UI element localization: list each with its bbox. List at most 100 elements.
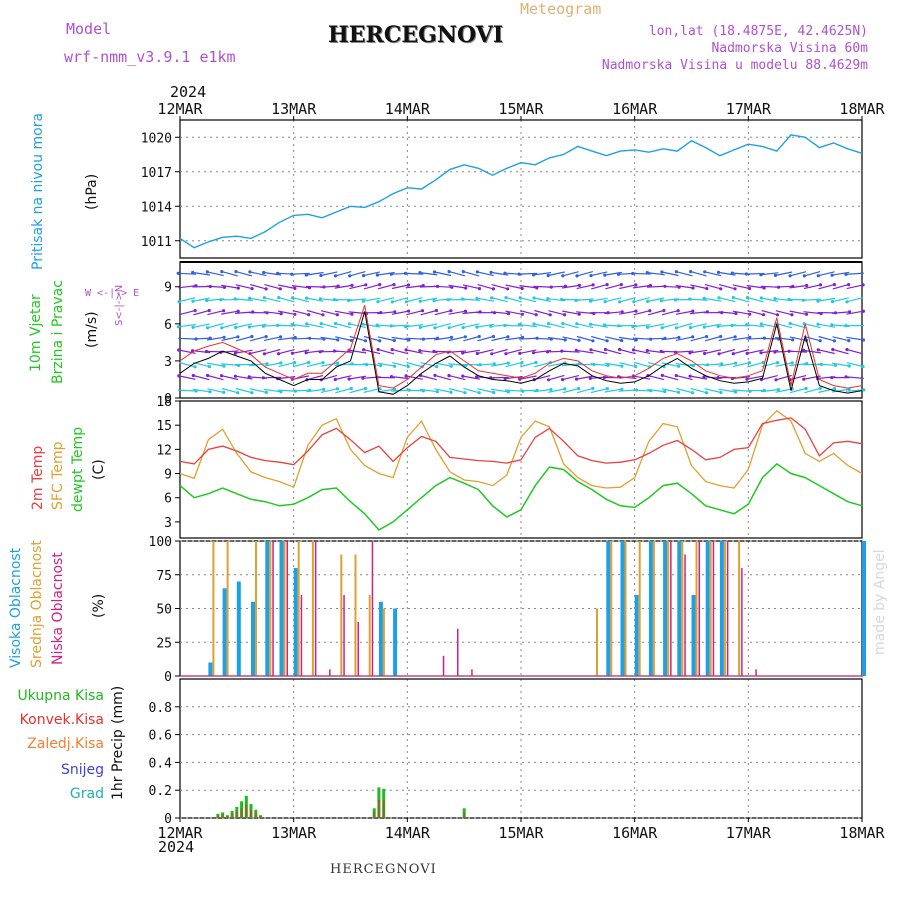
wind-arrow	[320, 388, 338, 393]
wind-arrow-head	[577, 283, 582, 287]
wind-arrow-head	[332, 349, 337, 353]
wind-arrow	[263, 336, 281, 341]
wind-arrow-head	[705, 335, 709, 339]
wind-arrow-head	[222, 285, 226, 289]
wind-arrow	[690, 284, 707, 290]
wind-arrow	[477, 284, 494, 290]
wind-arrow-head	[293, 361, 297, 365]
wind-arrow-head	[634, 365, 638, 369]
wind-arrow-head	[220, 270, 224, 274]
wind-arrow-head	[376, 300, 380, 304]
wind-arrow-head	[506, 390, 510, 394]
wind-arrow-head	[591, 339, 595, 343]
wind-arrow-head	[446, 298, 450, 302]
wind-arrow	[718, 297, 736, 303]
wind-arrow-head	[605, 283, 609, 287]
precip-conv-bar	[377, 799, 380, 818]
wind-arrow-head	[489, 270, 493, 274]
wind-arrow-head	[276, 323, 280, 327]
wind-arrow	[746, 284, 765, 289]
precip-conv-bar	[245, 804, 248, 818]
wind-arrow	[392, 349, 409, 355]
wind-arrow-head	[620, 310, 624, 314]
wind-arrow-head	[491, 334, 495, 339]
wind-arrow	[221, 322, 238, 329]
wind-arrow	[534, 362, 551, 368]
wind-arrow-head	[489, 324, 493, 328]
wind-arrow	[519, 297, 537, 303]
wind-arrow-head	[762, 286, 766, 290]
wind-arrow	[803, 311, 822, 315]
wind-arrow-head	[648, 283, 653, 288]
x-tick-label-top: 13MAR	[271, 100, 317, 118]
wind-arrow-head	[688, 326, 693, 330]
x-tick-label-bottom: 14MAR	[385, 824, 431, 842]
wind-arrow	[760, 272, 779, 276]
wind-arrow	[647, 309, 665, 316]
wind-arrow-head	[702, 325, 706, 329]
y-tick-label: 12	[156, 443, 172, 458]
wind-arrow-head	[321, 361, 325, 365]
wind-arrow	[704, 284, 721, 290]
wind-arrow	[491, 362, 509, 367]
wind-arrow-head	[631, 348, 636, 352]
wind-arrow	[676, 387, 693, 394]
wind-arrow	[278, 310, 296, 315]
wind-arrow	[391, 284, 409, 290]
wind-arrow-head	[361, 376, 365, 380]
wind-arrow-head	[748, 312, 752, 316]
cloud-mid-bar	[269, 541, 272, 676]
wind-arrow	[647, 297, 665, 302]
dewpt-line	[179, 462, 863, 531]
wind-arrow	[761, 309, 778, 316]
wind-arrow-head	[575, 274, 579, 278]
wind-arrow-head	[378, 387, 382, 391]
wind-arrow-head	[532, 296, 536, 300]
cloud-low-bar	[471, 669, 473, 677]
y-tick-label: 75	[156, 569, 172, 584]
wind-arrow-head	[305, 322, 309, 326]
wind-arrow-head	[831, 347, 835, 352]
wind-arrow	[264, 348, 281, 355]
wind-arrow-head	[404, 300, 408, 304]
cloud-mid-bar	[695, 541, 698, 676]
wind-arrow-head	[603, 300, 607, 304]
x-tick-label-bottom: 12MAR	[157, 824, 203, 842]
wind-arrow-head	[605, 339, 609, 343]
wind-arrow	[562, 322, 579, 329]
wind-arrow	[832, 388, 850, 393]
wind-arrow	[718, 271, 736, 276]
wind-arrow-head	[520, 335, 525, 339]
wind-arrow-head	[574, 377, 579, 381]
wind-arrow	[420, 362, 437, 368]
wind-arrow-head	[279, 335, 283, 339]
wind-arrow-head	[802, 348, 806, 352]
wind-arrow	[391, 336, 409, 341]
wind-arrow	[264, 284, 281, 290]
wind-arrow	[519, 324, 537, 328]
wind-arrow-head	[745, 323, 749, 327]
wind-arrow-head	[279, 361, 283, 365]
wind-arrow	[618, 336, 637, 341]
wind-arrow-head	[220, 326, 224, 330]
wind-arrow	[433, 285, 452, 288]
wind-arrow-head	[492, 362, 496, 366]
wind-arrow	[590, 323, 608, 328]
cloud-mid-bar	[624, 541, 627, 676]
wind-arrow-head	[420, 309, 425, 313]
wind-arrow	[235, 323, 253, 329]
wind-arrow-head	[336, 338, 340, 342]
wind-arrow-head	[332, 298, 336, 302]
wind-arrow	[845, 389, 864, 392]
y-tick-label: 0.6	[149, 729, 172, 744]
cloud-mid-bar	[340, 554, 343, 676]
wind-arrow	[178, 349, 196, 354]
wind-arrow	[377, 284, 395, 290]
wind-arrow	[675, 310, 693, 315]
wind-arrow	[533, 272, 552, 276]
wind-arrow-head	[816, 322, 820, 326]
wind-arrow-head	[745, 351, 749, 355]
wind-arrow-head	[261, 376, 265, 380]
wind-arrow	[207, 388, 224, 393]
wind-arrow	[548, 310, 565, 316]
